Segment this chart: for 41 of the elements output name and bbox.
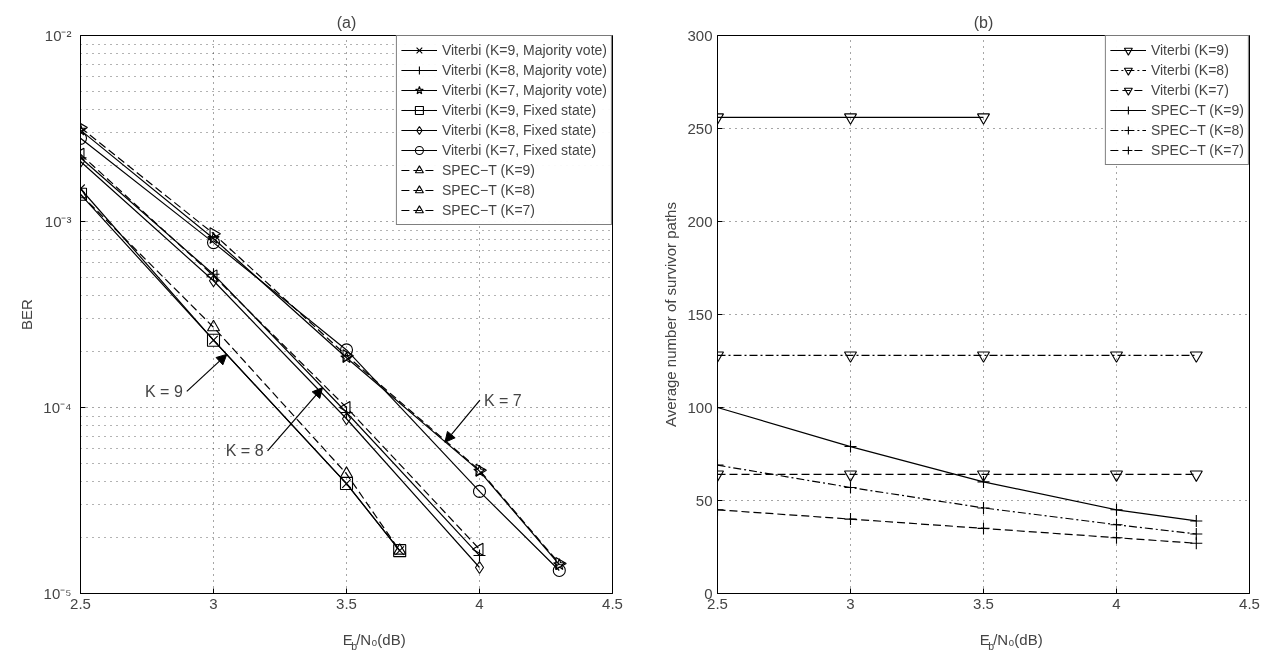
y-tick-label: 200 [687,212,713,230]
legend-label: Viterbi (K=9, Majority vote) [441,41,607,60]
chart-title: (a) [336,13,357,31]
y-tick-label: 10⁻⁴ [43,399,72,416]
x-tick-label: 3.5 [336,594,357,612]
x-tick-label: 3 [209,594,218,612]
x-tick-label: 2.5 [70,594,91,612]
y-tick-label: 50 [695,491,713,509]
legend-label: Viterbi (K=7) [1150,81,1229,100]
legend-label: SPEC−T (K=8) [441,181,536,200]
legend-label: Viterbi (K=7, Fixed state) [441,141,597,160]
x-tick-label: 3 [846,594,855,612]
legend-label: Viterbi (K=8, Majority vote) [441,61,607,80]
annotation: K = 7 [483,391,522,409]
y-tick-label: 250 [687,119,713,137]
legend-label: SPEC−T (K=7) [441,201,536,220]
legend-label: Viterbi (K=8) [1150,61,1229,80]
legend-label: SPEC−T (K=8) [1150,121,1244,140]
legend-label: Viterbi (K=8, Fixed state) [441,121,597,140]
y-tick-label: 10⁻² [44,27,72,44]
y-tick-label: 10⁻⁵ [43,585,72,602]
legend-label: Viterbi (K=9, Fixed state) [441,101,597,120]
annotation: K = 8 [225,442,264,460]
legend-label: SPEC−T (K=9) [441,161,536,180]
y-axis-title: BER [18,298,36,330]
x-tick-label: 4 [1112,594,1121,612]
y-tick-label: 150 [687,305,713,323]
y-tick-label: 100 [687,398,713,416]
annotation: K = 9 [145,382,183,400]
x-tick-label: 4.5 [1239,594,1260,612]
y-tick-label: 10⁻³ [44,213,72,230]
legend-label: Viterbi (K=7, Majority vote) [441,81,607,100]
x-tick-label: 4.5 [602,594,623,612]
y-axis-title: Average number of survivor paths [662,202,680,427]
legend-label: SPEC−T (K=9) [1150,101,1244,120]
x-tick-label: 4 [475,594,484,612]
y-tick-label: 300 [687,26,713,44]
legend-label: SPEC−T (K=7) [1150,141,1244,160]
chart-title: (b) [973,13,994,31]
x-tick-label: 3.5 [973,594,994,612]
legend-label: Viterbi (K=9) [1150,41,1229,60]
